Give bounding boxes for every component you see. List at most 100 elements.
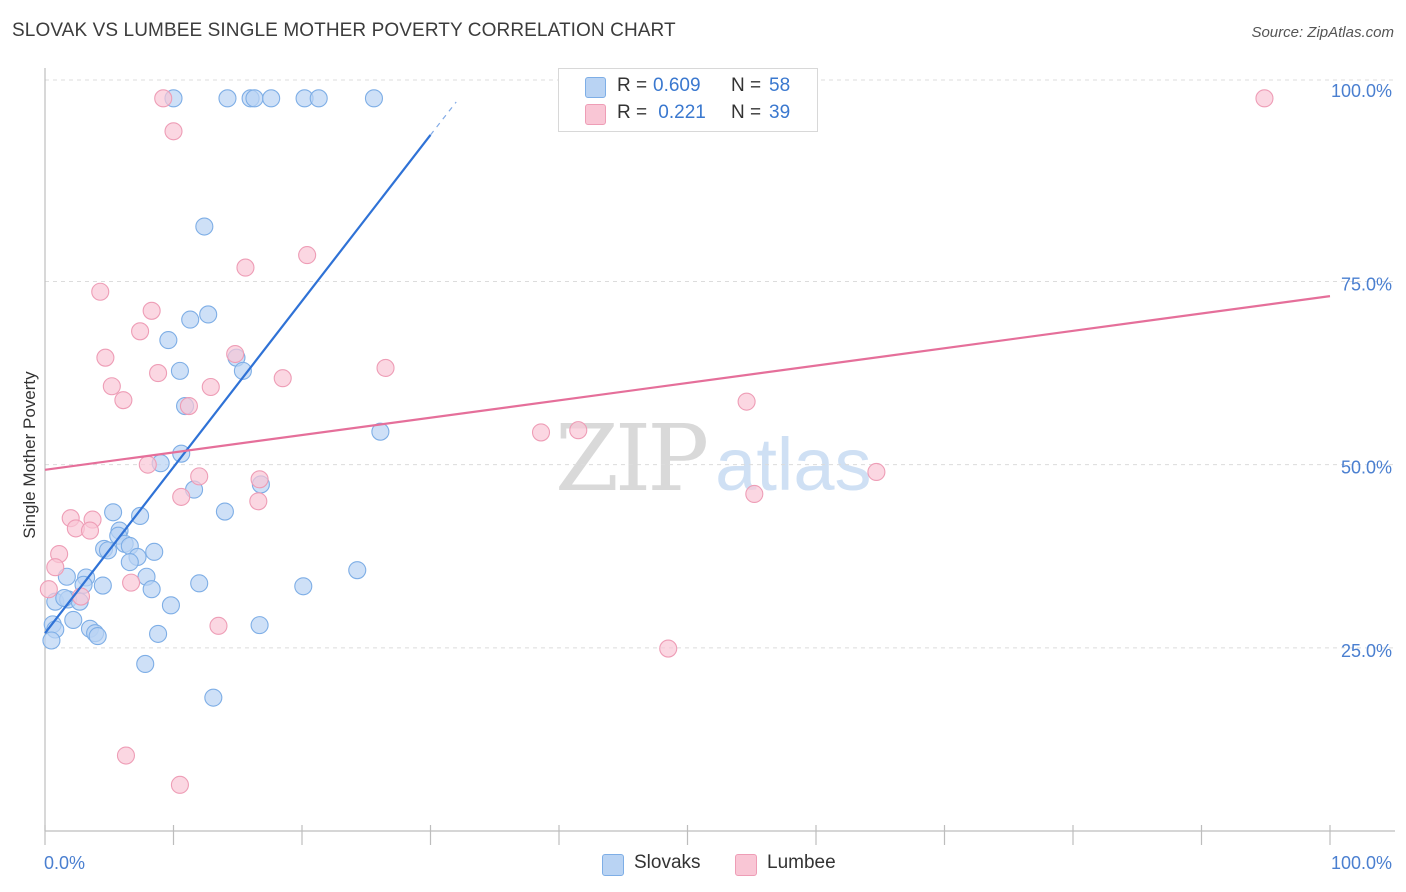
lumbee-point	[250, 470, 269, 489]
lumbee-point	[71, 587, 91, 606]
lumbee-point	[531, 423, 551, 442]
slovaks-point	[104, 503, 123, 522]
slovaks-point	[161, 596, 180, 615]
slovaks-point	[131, 506, 150, 525]
lumbee-point	[376, 358, 395, 377]
slovaks-swatch	[585, 77, 606, 98]
slovaks-point	[245, 89, 264, 108]
r-value: 0.221	[653, 102, 706, 123]
lumbee-point	[569, 421, 588, 440]
slovaks-point	[136, 654, 155, 673]
slovaks-point	[64, 610, 83, 630]
lumbee-point	[170, 775, 189, 794]
lumbee-point	[80, 521, 100, 540]
slovaks-point	[218, 89, 237, 108]
lumbee-point	[154, 89, 173, 108]
r-value: 0.609	[653, 75, 701, 96]
lumbee-point	[138, 455, 157, 474]
r-label: R =	[617, 102, 648, 123]
slovaks-point	[55, 588, 74, 608]
lumbee-point	[142, 301, 161, 320]
lumbee-point	[226, 344, 245, 364]
lumbee-point	[273, 369, 292, 388]
slovaks-point	[149, 624, 168, 643]
y-tick-label: 50.0%	[1341, 458, 1392, 478]
axis-layer	[44, 68, 1395, 845]
lumbee-point	[236, 258, 255, 277]
slovaks-point	[172, 444, 191, 463]
lumbee-legend-swatch	[735, 854, 757, 876]
lumbee-point	[116, 746, 136, 765]
slovaks-point	[371, 422, 390, 441]
slovaks-point	[262, 89, 281, 108]
lumbee-point	[190, 467, 209, 486]
y-tick-label: 75.0%	[1341, 274, 1392, 294]
y-axis-label: Single Mother Poverty	[20, 371, 39, 539]
lumbee-point	[149, 364, 168, 383]
slovaks-point	[190, 574, 209, 593]
lumbee-swatch	[585, 104, 606, 125]
n-value: 58	[769, 75, 791, 96]
lumbee-legend-label: Lumbee	[767, 852, 836, 873]
tick-label-layer: 25.0% 50.0% 75.0% 100.0% 0.0% 100.0%	[44, 81, 1392, 873]
slovaks-point	[199, 305, 218, 324]
slovaks-point	[250, 616, 269, 635]
lumbee-point	[164, 122, 183, 141]
lumbee-point	[179, 396, 198, 416]
slovaks-point	[120, 553, 139, 572]
n-value: 39	[769, 102, 791, 123]
source-label: Source: ZipAtlas.com	[1251, 24, 1394, 41]
slovaks-legend-label: Slovaks	[634, 852, 701, 873]
x-tick-label: 100.0%	[1331, 853, 1392, 873]
slovaks-legend-swatch	[602, 854, 624, 876]
slovaks-point	[88, 627, 107, 646]
slovaks-point	[181, 310, 200, 329]
slovaks-point	[309, 89, 328, 108]
slovaks-point	[170, 361, 189, 380]
lumbee-point	[122, 573, 141, 592]
slovaks-point	[145, 542, 164, 561]
lumbee-point	[114, 391, 133, 410]
r-label: R =	[617, 75, 648, 96]
lumbee-point	[298, 246, 317, 265]
lumbee-point	[745, 484, 764, 504]
lumbee-point	[659, 639, 678, 658]
lumbee-point	[102, 377, 121, 396]
points-layer	[39, 89, 1274, 794]
trend-layer	[44, 101, 1331, 634]
slovaks-point	[142, 580, 161, 599]
slovaks-point	[348, 561, 367, 580]
slovaks-point	[233, 361, 252, 380]
lumbee-point	[131, 322, 150, 341]
chart-title: SLOVAK VS LUMBEE SINGLE MOTHER POVERTY C…	[12, 20, 676, 41]
slovaks-point	[42, 631, 61, 650]
lumbee-point	[867, 462, 886, 482]
lumbee-trend-line	[44, 295, 1331, 471]
slovaks-point	[195, 217, 214, 236]
y-tick-label: 25.0%	[1341, 641, 1392, 661]
lumbee-point	[209, 616, 228, 635]
n-label: N =	[731, 102, 762, 123]
lumbee-point	[172, 487, 191, 506]
lumbee-point	[96, 348, 115, 367]
y-tick-label: 100.0%	[1331, 81, 1392, 101]
slovaks-point	[204, 688, 223, 707]
slovaks-point	[294, 577, 313, 596]
lumbee-point	[737, 392, 756, 411]
lumbee-point	[46, 558, 65, 577]
slovaks-point	[93, 576, 112, 595]
slovaks-trend-line-extension	[430, 101, 457, 136]
x-tick-label: 0.0%	[44, 853, 85, 873]
lumbee-point	[201, 377, 220, 397]
lumbee-point	[249, 492, 268, 511]
slovaks-point	[215, 502, 234, 521]
n-label: N =	[731, 75, 762, 96]
lumbee-point	[1255, 89, 1274, 108]
lumbee-point	[39, 580, 58, 599]
slovaks-trend-line	[44, 134, 432, 634]
lumbee-point	[91, 282, 110, 301]
slovaks-point	[159, 331, 178, 350]
slovaks-point	[364, 89, 384, 108]
correlation-legend: R = 0.609 N = 58 R = 0.221 N = 39	[558, 68, 818, 132]
